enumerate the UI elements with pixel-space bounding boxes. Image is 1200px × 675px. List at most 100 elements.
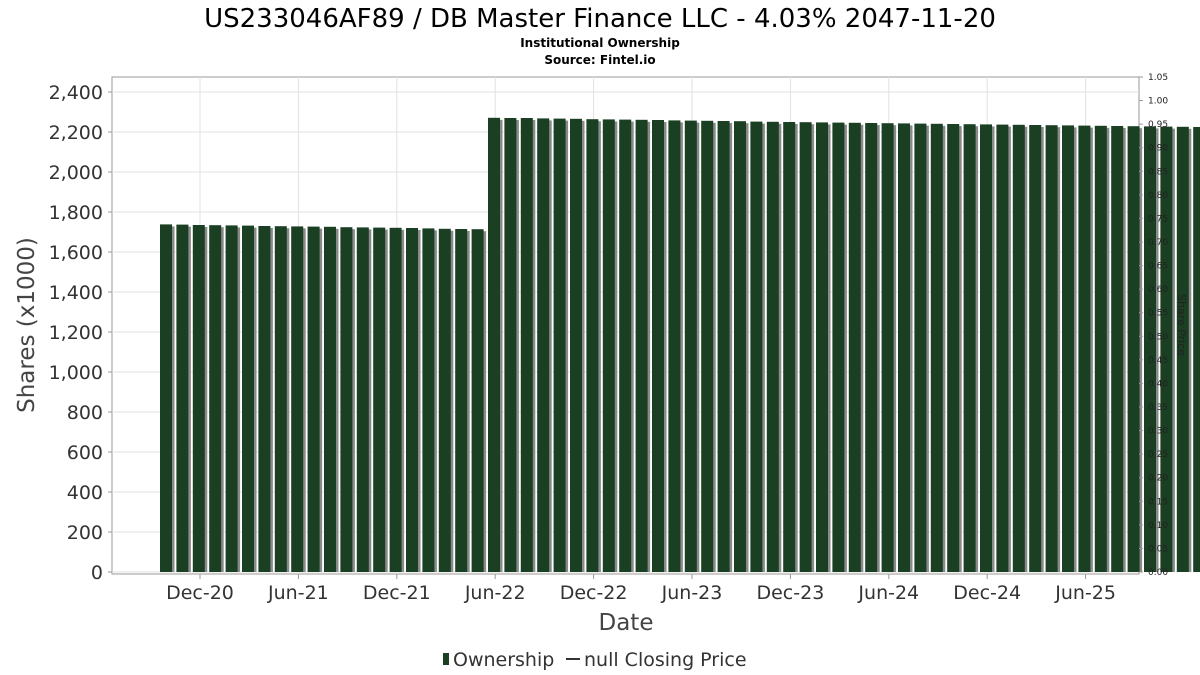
bar [930, 123, 943, 573]
y2-tick-label: 0.55 [1148, 309, 1168, 319]
bar [192, 225, 205, 572]
y2-tick-label: 0.45 [1148, 356, 1168, 366]
bar [242, 225, 254, 572]
bar [1029, 125, 1042, 572]
bar [471, 229, 484, 572]
bar [225, 225, 238, 572]
chart-source: Source: Fintel.io [544, 53, 655, 67]
y2-tick-label: 0.05 [1148, 544, 1168, 554]
bar [947, 124, 960, 572]
bar [176, 224, 189, 572]
y2-tick-label: 0.80 [1148, 191, 1168, 201]
y2-tick-label: 0.90 [1148, 144, 1168, 154]
bar [438, 228, 451, 573]
bar [356, 227, 369, 572]
y-axis-ticks: 0 200 400 600 800 1,000 1,200 1,400 1,600 1,800 2,… [49, 82, 112, 584]
y2-tick-label: 0.10 [1148, 521, 1168, 531]
chart-subtitle: Institutional Ownership [520, 36, 680, 50]
bar [996, 124, 1009, 572]
y-tick-label: 1,000 [49, 362, 103, 384]
bar [865, 123, 878, 572]
bar [340, 227, 353, 572]
legend-ownership-label: Ownership [453, 649, 554, 671]
bar [783, 122, 796, 572]
y2-tick-label: 0.25 [1148, 450, 1168, 460]
y2-tick-label: 0.75 [1148, 214, 1168, 224]
x-tick-label: Jun-23 [661, 582, 723, 604]
x-tick-label: Jun-24 [857, 582, 919, 604]
bar [258, 226, 271, 572]
y-tick-label: 600 [67, 442, 103, 464]
legend-ownership-swatch [443, 653, 449, 665]
y-tick-label: 200 [67, 522, 103, 544]
y2-tick-label: 0.60 [1148, 285, 1168, 295]
y-tick-label: 1,200 [49, 322, 103, 344]
x-tick-label: Dec-21 [363, 582, 431, 604]
y2-axis-ticks: 0.00 0.05 0.10 0.15 0.20 0.25 0.30 0.35 0.40 0.45… [1139, 73, 1168, 578]
bar [209, 225, 222, 572]
bar [570, 118, 582, 573]
bar [274, 226, 287, 572]
bar [1144, 126, 1156, 573]
y2-tick-label: 0.70 [1148, 238, 1168, 248]
x-tick-label: Dec-24 [953, 582, 1021, 604]
bar [1193, 127, 1200, 572]
bar [602, 119, 615, 573]
y2-tick-label: 0.00 [1148, 568, 1168, 578]
y-tick-label: 2,400 [49, 82, 103, 104]
bar [980, 124, 992, 573]
bar [717, 121, 730, 572]
bar [1127, 126, 1140, 572]
bar [1062, 125, 1074, 573]
bar [422, 228, 435, 572]
bar [914, 123, 927, 572]
bar [1176, 126, 1189, 573]
y2-tick-label: 0.40 [1148, 379, 1168, 389]
x-axis-label: Date [599, 610, 654, 636]
bar [553, 118, 566, 572]
y2-tick-label: 0.20 [1148, 474, 1168, 484]
y-tick-label: 2,200 [49, 122, 103, 144]
y2-tick-label: 0.15 [1148, 497, 1168, 507]
bar [766, 121, 779, 573]
bar [1160, 126, 1173, 572]
y-axis-label: Shares (x1000) [14, 237, 40, 413]
x-tick-label: Dec-22 [560, 582, 628, 604]
bar [799, 122, 812, 572]
legend-price-label: null Closing Price [584, 649, 747, 671]
bar [832, 122, 845, 572]
y2-tick-label: 0.50 [1148, 332, 1168, 342]
y2-tick-label: 0.35 [1148, 403, 1168, 413]
y-tick-label: 1,800 [49, 202, 103, 224]
bar [504, 118, 517, 572]
x-tick-label: Jun-22 [464, 582, 526, 604]
x-tick-label: Jun-21 [267, 582, 329, 604]
bar [586, 119, 599, 572]
bars-group [160, 117, 1200, 573]
bar [635, 119, 648, 573]
bar [389, 227, 402, 573]
chart-title: US233046AF89 / DB Master Finance LLC - 4… [204, 4, 996, 34]
y2-tick-label: 0.65 [1148, 262, 1168, 272]
x-tick-label: Dec-23 [756, 582, 824, 604]
bar [963, 124, 976, 572]
bar [848, 122, 861, 573]
y2-axis-label: Share Price [1175, 294, 1188, 356]
bar [668, 120, 681, 573]
y-tick-label: 1,400 [49, 282, 103, 304]
bar [307, 226, 320, 572]
bar [881, 123, 894, 572]
x-tick-label: Jun-25 [1054, 582, 1116, 604]
bar [488, 117, 500, 573]
legend: Ownership null Closing Price [443, 649, 747, 671]
y2-tick-label: 1.05 [1148, 73, 1168, 83]
bar [455, 229, 468, 572]
bar [1111, 126, 1124, 572]
y-tick-label: 2,000 [49, 162, 103, 184]
y2-tick-label: 0.85 [1148, 167, 1168, 177]
bar [701, 120, 714, 573]
bar [1012, 124, 1025, 573]
bar [619, 119, 632, 572]
y-tick-label: 400 [67, 482, 103, 504]
